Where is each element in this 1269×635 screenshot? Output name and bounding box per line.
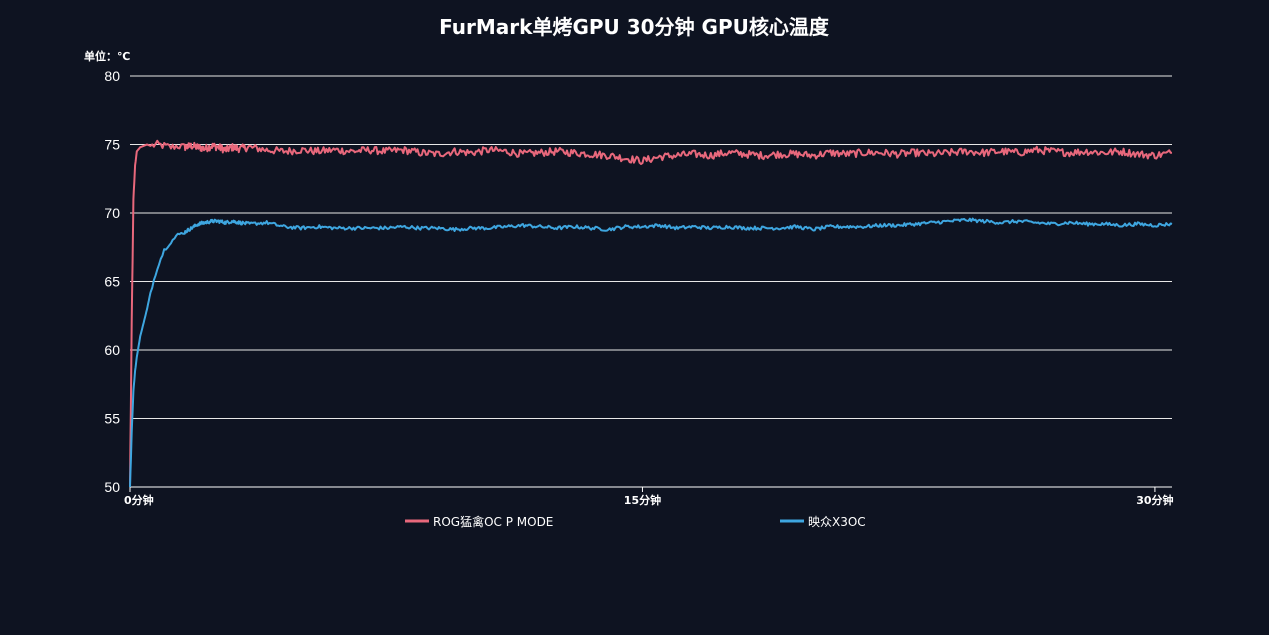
- chart-title: FurMark单烤GPU 30分钟 GPU核心温度: [439, 15, 830, 39]
- y-tick-label: 65: [104, 274, 120, 290]
- x-axis-ticks: 0分钟 15分钟 30分钟: [124, 487, 1174, 507]
- y-axis-unit-label: 单位：℃: [84, 49, 130, 63]
- x-tick-label: 15分钟: [624, 493, 661, 507]
- legend: ROG猛禽OC P MODE 映众X3OC: [405, 514, 866, 529]
- legend-label[interactable]: 映众X3OC: [808, 515, 866, 529]
- x-tick-label: 30分钟: [1136, 493, 1173, 507]
- series-line-inno3d: [129, 217, 1173, 488]
- series-line-rog: [129, 139, 1173, 488]
- series-lines: [129, 139, 1173, 488]
- y-tick-label: 60: [104, 342, 120, 358]
- legend-label[interactable]: ROG猛禽OC P MODE: [433, 514, 553, 529]
- y-tick-label: 80: [104, 68, 120, 84]
- y-tick-label: 55: [104, 411, 120, 427]
- y-tick-label: 75: [104, 137, 120, 153]
- y-axis-ticks: 50 55 60 65 70 75 80: [104, 68, 120, 495]
- y-tick-label: 50: [104, 479, 120, 495]
- y-tick-label: 70: [104, 205, 120, 221]
- x-tick-label: 0分钟: [124, 493, 154, 507]
- gridlines: [130, 75, 1172, 488]
